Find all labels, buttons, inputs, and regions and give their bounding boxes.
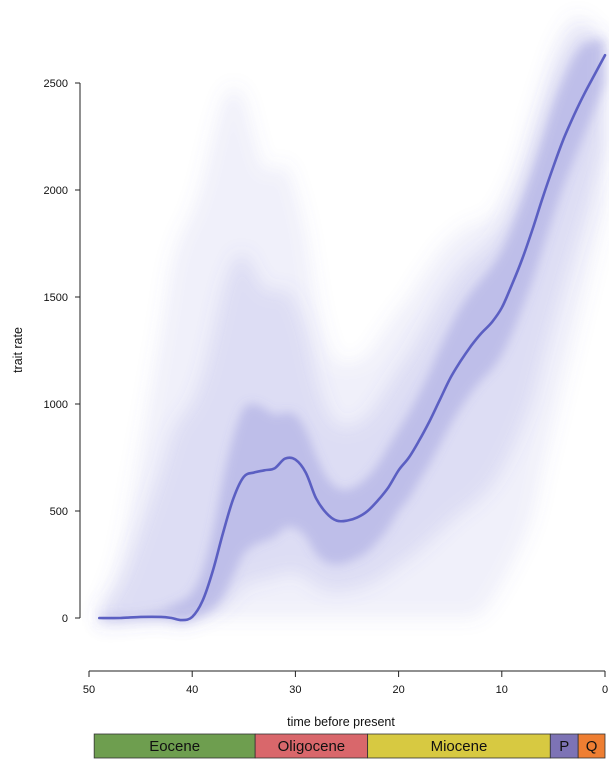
trait-rate-line <box>98 53 607 622</box>
epoch-miocene-label: Miocene <box>431 738 488 755</box>
uncertainty-band <box>99 16 606 627</box>
y-tick-label: 500 <box>50 506 68 518</box>
y-axis-title: trait rate <box>11 327 25 373</box>
epoch-eocene-block <box>93 733 256 759</box>
x-axis-title: time before present <box>287 715 395 729</box>
epoch-miocene-block <box>367 733 551 759</box>
x-tick-label: 0 <box>602 684 608 696</box>
epoch-q-label: Q <box>586 738 598 755</box>
geologic-epoch-bar: Eocene Oligocene Miocene P Q <box>93 733 606 759</box>
epoch-eocene-label: Eocene <box>149 738 200 755</box>
x-tick-label: 30 <box>289 684 301 696</box>
y-tick-label: 2500 <box>44 78 68 90</box>
x-tick-label: 20 <box>392 684 404 696</box>
y-tick-label: 1500 <box>44 292 68 304</box>
y-tick-label: 0 <box>62 613 68 625</box>
x-axis: 50 40 30 20 10 0 <box>83 670 608 696</box>
y-tick-label: 2000 <box>44 185 68 197</box>
x-tick-label: 40 <box>186 684 198 696</box>
inner-uncertainty-band <box>99 39 606 623</box>
trait-rate-series <box>98 53 607 622</box>
y-tick-label: 1000 <box>44 399 68 411</box>
epoch-p-label: P <box>559 738 569 755</box>
y-axis: 0 500 1000 1500 2000 2500 <box>44 78 81 625</box>
x-tick-label: 10 <box>496 684 508 696</box>
epoch-q-block <box>577 733 606 759</box>
epoch-oligocene-label: Oligocene <box>278 738 346 755</box>
x-tick-label: 50 <box>83 684 95 696</box>
